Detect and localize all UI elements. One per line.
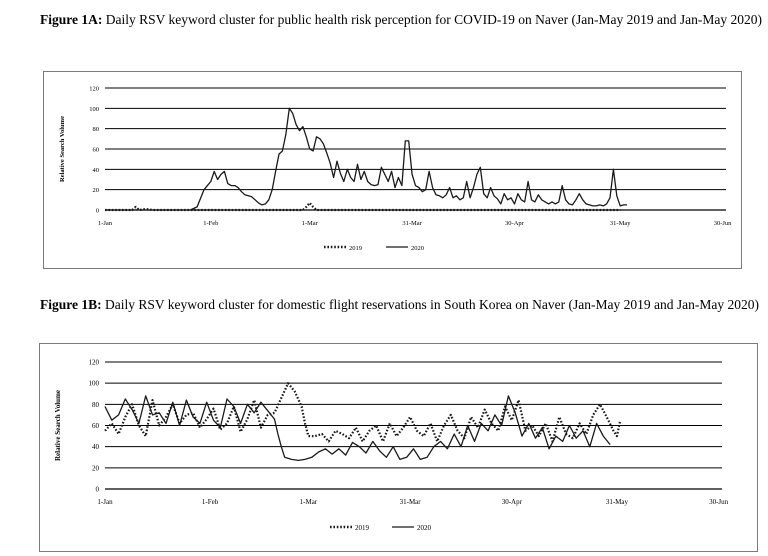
series-line-2019 <box>105 201 621 212</box>
legend-label: 2020 <box>417 524 432 532</box>
figure-1b-frame: 0 20 40 60 80 100 120 1-Jan 1-Feb 1-Mar 31-Mar 30-A… <box>39 343 758 552</box>
y-tick-label: 60 <box>92 422 100 430</box>
legend-label: 2019 <box>349 245 362 252</box>
y-tick-label: 120 <box>89 359 100 367</box>
figure-1a-label: Figure 1A: <box>40 12 103 27</box>
x-tick-label: 1-Mar <box>300 498 318 506</box>
x-tick-label: 31-May <box>610 220 631 227</box>
series-line-2020 <box>105 107 627 211</box>
y-tick-label: 120 <box>89 86 99 93</box>
x-tick-label: 1-Feb <box>203 220 218 227</box>
figure-1a-frame: 0 20 40 60 80 100 120 1-Jan 1-Feb 1-Mar 31-Mar 30-A… <box>43 71 742 269</box>
y-tick-label: 0 <box>96 486 100 494</box>
y-tick-label: 20 <box>92 464 100 472</box>
y-tick-label: 100 <box>89 380 100 388</box>
y-tick-label: 80 <box>92 401 100 409</box>
figure-1b-caption-text: Daily RSV keyword cluster for domestic f… <box>105 297 759 312</box>
series-line-2019 <box>104 382 622 443</box>
y-tick-label: 0 <box>96 208 99 215</box>
figure-1b-chart: 0 20 40 60 80 100 120 1-Jan 1-Feb 1-Mar 31-Mar 30-A… <box>54 359 729 533</box>
legend-label: 2020 <box>411 245 424 252</box>
figure-1b-caption: Figure 1B: Daily RSV keyword cluster for… <box>40 296 762 313</box>
y-tick-label: 80 <box>93 126 100 133</box>
x-tick-label: 1-Mar <box>302 220 319 227</box>
y-axis-title: Relative Search Volume <box>54 390 62 461</box>
x-tick-label: 31-Mar <box>400 498 422 506</box>
y-tick-label: 100 <box>89 106 99 113</box>
y-tick-label: 20 <box>93 187 100 194</box>
x-tick-label: 30-Apr <box>505 220 525 227</box>
x-tick-label: 31-Mar <box>402 220 422 227</box>
figure-1a-caption: Figure 1A: Daily RSV keyword cluster for… <box>40 11 762 28</box>
legend-label: 2019 <box>355 524 370 532</box>
x-tick-label: 1-Feb <box>202 498 219 506</box>
y-tick-label: 40 <box>92 443 100 451</box>
figure-1a-caption-text: Daily RSV keyword cluster for public hea… <box>105 12 762 27</box>
x-tick-label: 30-Jun <box>709 498 729 506</box>
series-line-2020 <box>104 395 611 462</box>
x-tick-label: 1-Jan <box>97 498 113 506</box>
x-tick-label: 31-May <box>606 498 629 506</box>
figure-1b-label: Figure 1B: <box>40 297 102 312</box>
figure-1a-chart: 0 20 40 60 80 100 120 1-Jan 1-Feb 1-Mar 31-Mar 30-A… <box>59 86 732 253</box>
x-tick-label: 30-Apr <box>502 498 523 506</box>
y-axis-title: Relative Search Volume <box>59 116 66 182</box>
y-tick-label: 60 <box>93 147 100 154</box>
x-tick-label: 30-Jun <box>714 220 732 227</box>
x-tick-label: 1-Jan <box>98 220 113 227</box>
y-tick-label: 40 <box>93 167 100 174</box>
